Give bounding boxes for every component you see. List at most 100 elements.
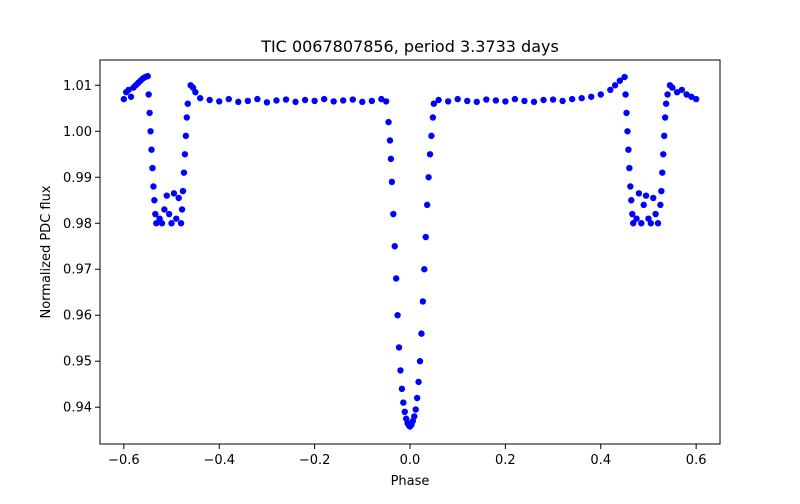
data-point <box>387 155 395 163</box>
data-point <box>662 100 670 107</box>
data-point <box>153 220 160 227</box>
x-tick-label: 0.2 <box>495 453 516 468</box>
data-point <box>413 394 421 402</box>
data-point <box>120 95 128 103</box>
data-point <box>282 96 290 103</box>
data-point <box>421 266 428 273</box>
data-point <box>473 98 480 106</box>
data-point <box>428 132 435 140</box>
data-point <box>330 98 337 105</box>
data-point <box>244 97 252 105</box>
x-tick-label: 0.0 <box>400 453 421 468</box>
data-point <box>647 220 655 227</box>
y-tick-label: 1.01 <box>63 79 92 94</box>
data-point <box>626 164 633 172</box>
data-point <box>422 233 429 241</box>
data-point <box>621 73 628 81</box>
data-point <box>145 91 152 98</box>
data-point <box>390 210 397 218</box>
data-point <box>659 169 666 176</box>
data-point <box>385 118 392 126</box>
x-tick-label: 0.4 <box>590 453 611 468</box>
data-point <box>340 97 347 104</box>
data-point <box>521 97 528 105</box>
data-point <box>225 95 232 103</box>
data-point <box>559 97 566 105</box>
data-point <box>483 96 490 103</box>
y-tick-label: 0.98 <box>63 217 92 232</box>
y-tick-label: 0.97 <box>63 263 92 278</box>
data-point <box>425 174 432 181</box>
data-point <box>412 406 419 413</box>
data-point <box>398 385 406 393</box>
data-point <box>664 91 671 98</box>
data-point <box>511 95 519 103</box>
data-point <box>254 95 261 103</box>
y-axis-label: Normalized PDC flux <box>39 185 54 318</box>
data-point <box>429 114 437 121</box>
data-point <box>311 97 318 105</box>
data-point <box>173 215 180 222</box>
data-point <box>359 98 366 106</box>
data-point <box>418 330 425 337</box>
data-point <box>382 98 390 105</box>
data-point <box>144 72 151 80</box>
data-point <box>125 86 132 94</box>
data-point <box>273 97 280 104</box>
data-point <box>388 178 396 186</box>
data-point <box>168 220 175 227</box>
data-point <box>530 98 538 106</box>
data-point <box>150 183 157 190</box>
data-point <box>368 97 376 105</box>
data-point <box>301 96 309 104</box>
data-point <box>165 210 173 218</box>
data-point <box>492 97 500 104</box>
data-point <box>192 88 199 96</box>
data-point <box>183 114 190 121</box>
data-point <box>638 220 645 227</box>
data-point <box>178 206 186 213</box>
data-point <box>263 99 271 106</box>
data-point <box>597 91 604 98</box>
data-point <box>378 95 385 103</box>
y-tick-label: 0.96 <box>63 309 92 324</box>
data-point <box>642 192 650 199</box>
data-point <box>235 98 242 106</box>
data-point <box>454 95 461 103</box>
data-point <box>216 98 223 105</box>
data-point <box>426 151 434 158</box>
data-point <box>179 187 187 195</box>
data-point <box>650 194 657 202</box>
data-point <box>181 151 189 158</box>
data-point <box>578 94 585 102</box>
data-point <box>349 96 356 103</box>
data-point <box>411 413 418 420</box>
chart-title: TIC 0067807856, period 3.3733 days <box>260 37 559 56</box>
data-point <box>658 187 665 195</box>
data-point <box>430 100 438 107</box>
data-point <box>416 358 424 365</box>
data-point <box>146 109 153 117</box>
x-tick-label: −0.4 <box>203 453 235 468</box>
data-point <box>568 95 576 103</box>
data-point <box>622 91 629 98</box>
data-point <box>624 128 631 135</box>
data-point <box>673 88 681 96</box>
data-point <box>158 220 166 227</box>
data-point <box>180 169 188 176</box>
data-point <box>678 86 686 94</box>
data-point <box>127 93 135 100</box>
data-point <box>661 132 668 140</box>
data-point <box>151 197 158 204</box>
data-point <box>661 114 669 121</box>
data-point <box>400 399 407 406</box>
data-point <box>588 93 595 100</box>
data-point <box>320 95 328 103</box>
data-point <box>415 378 422 386</box>
data-point <box>392 275 400 282</box>
data-point <box>464 97 471 105</box>
data-point <box>669 84 676 91</box>
